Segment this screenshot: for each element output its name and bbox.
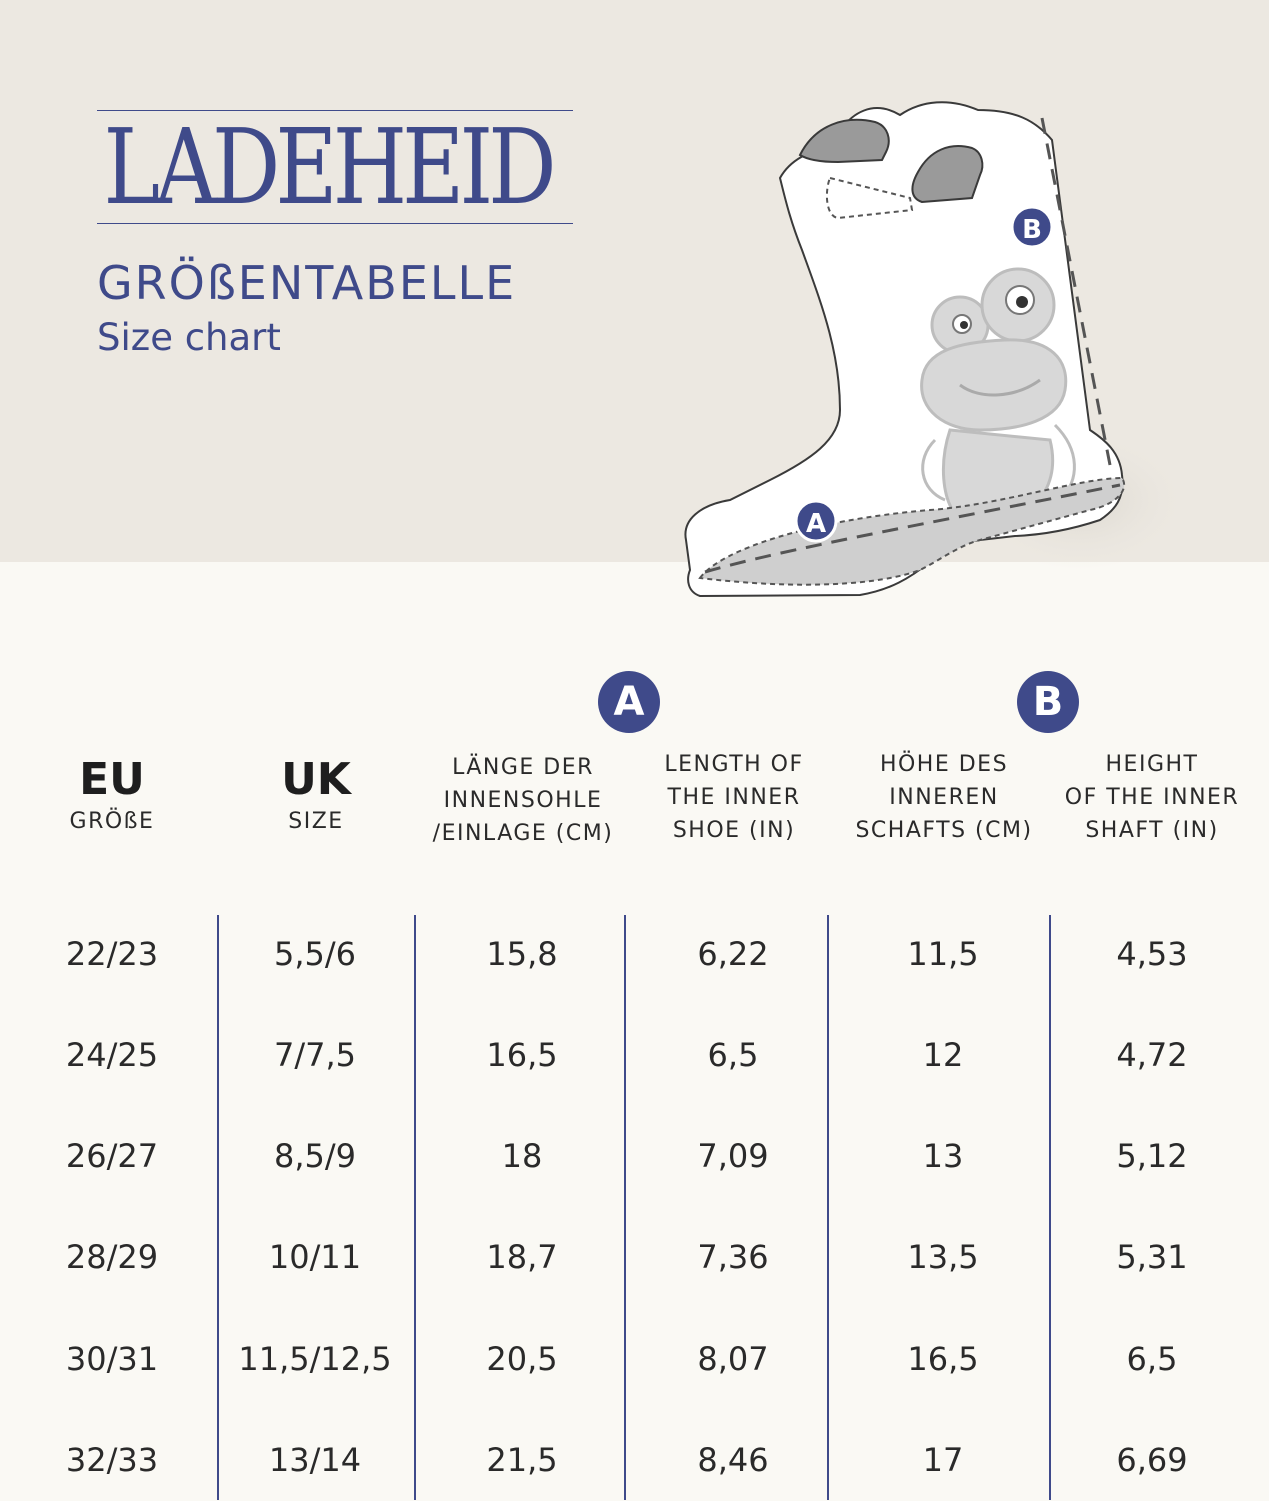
table-row: 22/23 5,5/6 15,8 6,22 11,5 4,53 (0, 935, 1269, 995)
header-line: HEIGHT (1105, 752, 1199, 777)
title-german: GRÖßENTABELLE (97, 256, 517, 310)
column-divider (624, 915, 626, 1500)
header-line: LÄNGE DER (452, 755, 594, 780)
table-row: 28/29 10/11 18,7 7,36 13,5 5,31 (0, 1238, 1269, 1298)
boot-badge-b (1010, 205, 1054, 249)
header-line: SCHAFTS (CM) (855, 818, 1033, 843)
header-eu: EU GRÖßE (12, 755, 212, 838)
boot-badge-a (794, 499, 838, 543)
table-cell: 12 (922, 1036, 964, 1074)
table-cell: 7/7,5 (273, 1036, 357, 1074)
header-uk: UK SIZE (216, 755, 416, 838)
table-cell: 11,5 (907, 935, 979, 973)
rain-boot-illustration: A B (684, 101, 1180, 598)
header-uk-title: UK (281, 754, 351, 805)
header-line: LENGTH OF (664, 752, 804, 777)
table-cell: 5,12 (1116, 1137, 1188, 1175)
table-cell: 22/23 (65, 935, 159, 973)
boot-badge-a-label: A (806, 509, 826, 539)
column-divider (414, 915, 416, 1500)
table-cell: 30/31 (65, 1340, 159, 1378)
header-line: SHOE (IN) (672, 818, 796, 843)
table-cell: 13/14 (268, 1441, 362, 1479)
dimension-a-line (704, 483, 1121, 574)
brand-block: LADEHEID (97, 110, 573, 224)
dimension-b-line (1040, 117, 1112, 466)
header-eu-sub: GRÖßE (69, 809, 155, 834)
inner-rim (825, 176, 914, 220)
table-cell: 24/25 (65, 1036, 159, 1074)
table-cell: 16,5 (486, 1036, 558, 1074)
header-shaft-in: HEIGHT OF THE INNER SHAFT (IN) (1052, 748, 1252, 847)
table-cell: 7,36 (697, 1238, 769, 1276)
header-line: THE INNER (667, 785, 801, 810)
badge-b: B (1017, 671, 1079, 733)
table-cell: 8,5/9 (273, 1137, 357, 1175)
header-line: INNEREN (889, 785, 999, 810)
column-divider (827, 915, 829, 1500)
table-cell: 4,53 (1116, 935, 1188, 973)
table-cell: 4,72 (1116, 1036, 1188, 1074)
boot-inner-opening (798, 118, 890, 164)
header-line: INNENSOHLE (443, 788, 603, 813)
boot-badge-b-label: B (1022, 215, 1042, 245)
table-cell: 16,5 (907, 1340, 979, 1378)
table-cell: 5,5/6 (273, 935, 357, 973)
table-cell: 6,69 (1116, 1441, 1188, 1479)
table-cell: 13,5 (907, 1238, 979, 1276)
column-divider (1049, 915, 1051, 1500)
table-cell: 10/11 (268, 1238, 362, 1276)
header-line: /EINLAGE (CM) (432, 821, 614, 846)
table-cell: 32/33 (65, 1441, 159, 1479)
table-cell: 21,5 (486, 1441, 558, 1479)
table-cell: 6,5 (1126, 1340, 1178, 1378)
header-shaft-cm: HÖHE DES INNEREN SCHAFTS (CM) (834, 748, 1054, 847)
brand-rule-top (97, 110, 573, 111)
badge-a: A (598, 671, 660, 733)
table-cell: 7,09 (697, 1137, 769, 1175)
brand-name: LADEHEID (103, 106, 557, 228)
brand-rule-bottom (97, 223, 573, 224)
table-row: 26/27 8,5/9 18 7,09 13 5,12 (0, 1137, 1269, 1197)
header-line: OF THE INNER (1064, 785, 1240, 810)
header-uk-sub: SIZE (288, 809, 344, 834)
table-cell: 20,5 (486, 1340, 558, 1378)
table-cell: 17 (922, 1441, 964, 1479)
table-cell: 6,5 (707, 1036, 759, 1074)
table-cell: 18 (501, 1137, 543, 1175)
table-cell: 15,8 (486, 935, 558, 973)
header-insole-in: LENGTH OF THE INNER SHOE (IN) (628, 748, 840, 847)
table-cell: 6,22 (697, 935, 769, 973)
table-cell: 26/27 (65, 1137, 159, 1175)
column-divider (217, 915, 219, 1500)
table-row: 24/25 7/7,5 16,5 6,5 12 4,72 (0, 1036, 1269, 1096)
title-english: Size chart (97, 316, 281, 359)
header-line: SHAFT (IN) (1085, 818, 1219, 843)
table-cell: 11,5/12,5 (238, 1340, 392, 1378)
table-row: 32/33 13/14 21,5 8,46 17 6,69 (0, 1441, 1269, 1501)
header-insole-cm: LÄNGE DER INNENSOHLE /EINLAGE (CM) (416, 751, 630, 850)
table-cell: 8,07 (697, 1340, 769, 1378)
table-cell: 8,46 (697, 1441, 769, 1479)
table-cell: 18,7 (486, 1238, 558, 1276)
table-cell: 13 (922, 1137, 964, 1175)
table-cell: 28/29 (65, 1238, 159, 1276)
table-cell: 5,31 (1116, 1238, 1188, 1276)
header-line: HÖHE DES (879, 752, 1009, 777)
handle-opening (911, 145, 984, 204)
header-eu-title: EU (79, 754, 145, 805)
table-row: 30/31 11,5/12,5 20,5 8,07 16,5 6,5 (0, 1340, 1269, 1400)
